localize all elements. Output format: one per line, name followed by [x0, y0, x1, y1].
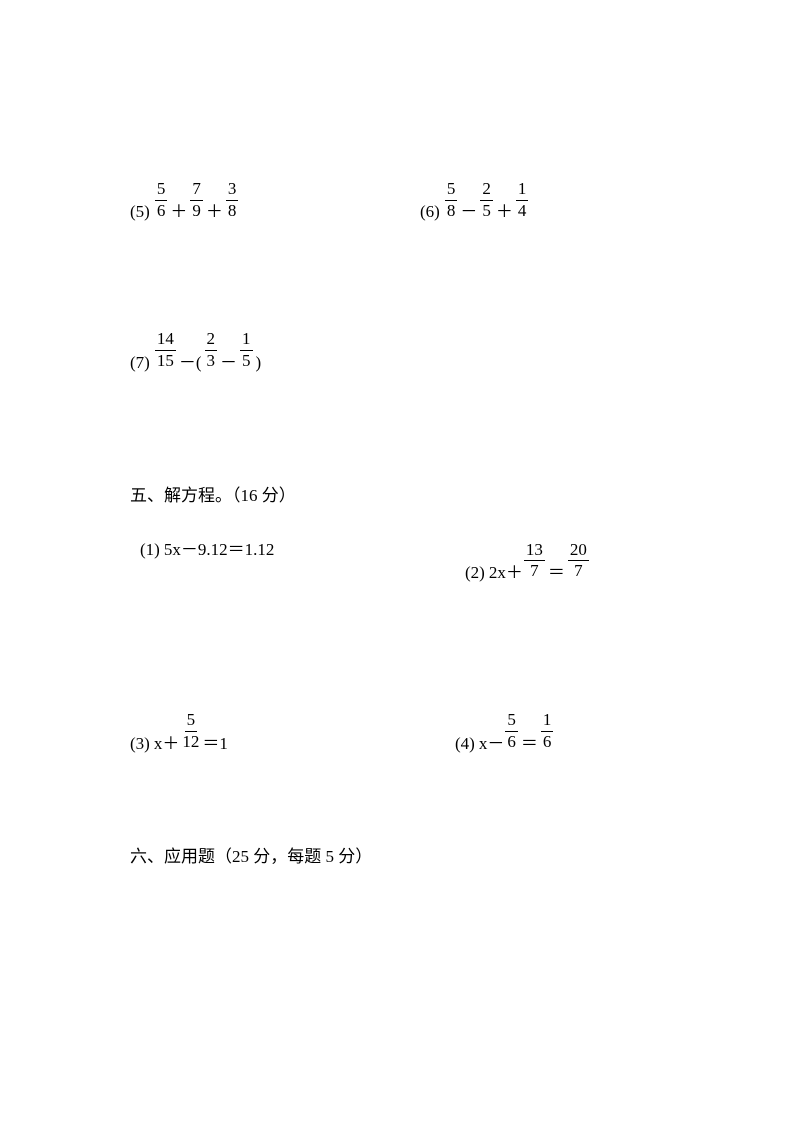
equation-text: 5x－9.12＝1.12	[164, 541, 275, 558]
equation-3: (3) x＋ 5 12 ＝1	[130, 711, 420, 751]
fraction: 5 8	[445, 180, 458, 220]
section-6-title: 六、应用题（25 分，每题 5 分）	[130, 842, 670, 867]
equation-pre: 2x＋	[489, 564, 523, 581]
operator: ＋	[204, 203, 225, 220]
fraction: 5 6	[155, 180, 168, 220]
fraction: 2 3	[205, 330, 218, 370]
fraction: 13 7	[524, 541, 545, 581]
problem-5: (5) 5 6 ＋ 7 9 ＋ 3 8	[130, 180, 420, 220]
fraction: 3 8	[226, 180, 239, 220]
problem-label: (3)	[130, 735, 150, 752]
problem-label: (2)	[465, 564, 485, 581]
operator: －	[458, 203, 479, 220]
fraction: 5 12	[180, 711, 201, 751]
equation-2: (2) 2x＋ 13 7 ＝ 20 7	[465, 541, 670, 581]
operator: ＋	[494, 203, 515, 220]
equals: ＝	[519, 735, 540, 752]
close-paren: )	[254, 354, 264, 371]
fraction: 1 4	[516, 180, 529, 220]
fraction: 20 7	[568, 541, 589, 581]
operator: －	[218, 354, 239, 371]
equation-4: (4) x－ 5 6 ＝ 1 6	[455, 711, 670, 751]
problem-7: (7) 14 15 －( 2 3 － 1 5 )	[130, 330, 420, 370]
fraction: 1 6	[541, 711, 554, 751]
equation-1: (1) 5x－9.12＝1.12	[140, 541, 420, 558]
problem-label: (1)	[140, 541, 160, 558]
fraction: 2 5	[480, 180, 493, 220]
problem-label: (7)	[130, 354, 150, 371]
fraction: 5 6	[505, 711, 518, 751]
fraction: 1 5	[240, 330, 253, 370]
equation-post: ＝1	[202, 735, 228, 752]
problem-label: (4)	[455, 735, 475, 752]
equation-pre: x＋	[154, 735, 180, 752]
problem-label: (6)	[420, 203, 440, 220]
section-5-title: 五、解方程。（16 分）	[130, 481, 670, 506]
equation-pre: x－	[479, 735, 505, 752]
problem-label: (5)	[130, 203, 150, 220]
fraction: 7 9	[190, 180, 203, 220]
fraction: 14 15	[155, 330, 176, 370]
equals: ＝	[546, 564, 567, 581]
operator: －(	[177, 354, 204, 371]
problem-6: (6) 5 8 － 2 5 ＋ 1 4	[420, 180, 670, 220]
operator: ＋	[168, 203, 189, 220]
